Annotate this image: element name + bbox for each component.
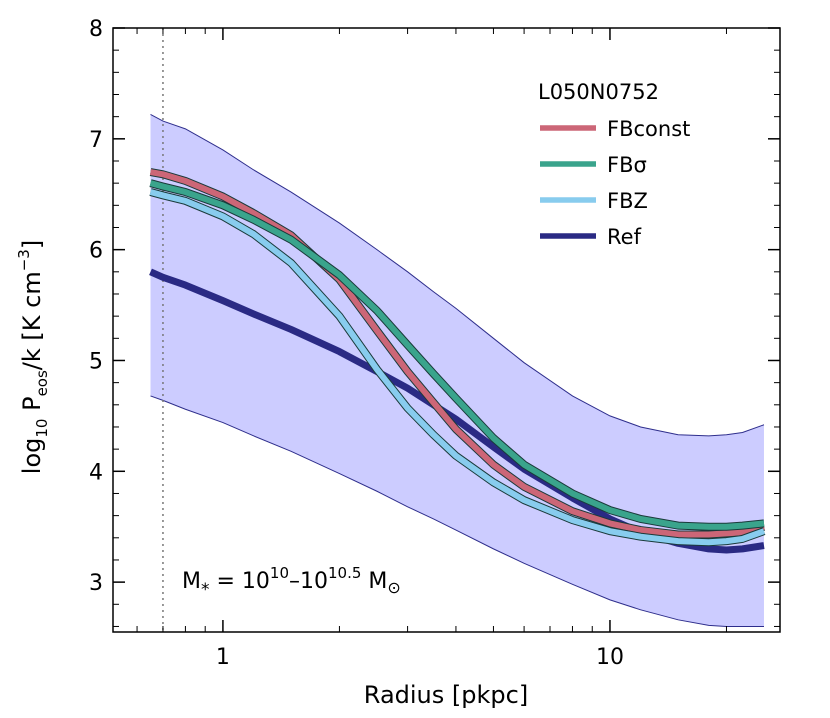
y-tick-label: 3 <box>89 571 103 596</box>
y-tick-label: 7 <box>89 128 103 153</box>
plot-frame <box>112 27 781 633</box>
stellar-mass-annotation: M* = 1010–1010.5 M⊙ <box>182 564 401 600</box>
legend-label-ref: Ref <box>607 225 642 249</box>
x-tick-label: 10 <box>596 645 624 670</box>
legend-label-fbconst: FBconst <box>607 117 690 141</box>
series-line-ref <box>149 268 765 554</box>
x-axis-title: Radius [pkpc] <box>364 681 528 709</box>
legend-label-fbz: FBZ <box>607 189 648 213</box>
y-tick-label: 8 <box>89 17 103 42</box>
scatter-band <box>150 114 764 627</box>
legend-label-fb-: FBσ <box>607 153 647 177</box>
y-axis-title: log10 Peos/k [K cm−3] <box>15 240 51 474</box>
y-tick-label: 4 <box>89 460 103 485</box>
scatter-band-upper-edge <box>150 113 765 437</box>
axes: 3 4 5 6 7 8 1 10 <box>89 17 781 670</box>
plot-area <box>149 28 766 632</box>
x-tick-label: 1 <box>216 645 230 670</box>
y-tick-label: 6 <box>89 239 103 264</box>
legend: L050N0752 FBconst FBσ FBZ Ref <box>538 80 690 249</box>
series-line-fb- <box>149 180 765 530</box>
series-line-fbconst <box>149 169 765 538</box>
series-line-fbz <box>149 189 765 546</box>
scatter-band-lower-edge <box>150 395 764 627</box>
y-tick-label: 5 <box>89 349 103 374</box>
legend-title: L050N0752 <box>538 80 659 104</box>
